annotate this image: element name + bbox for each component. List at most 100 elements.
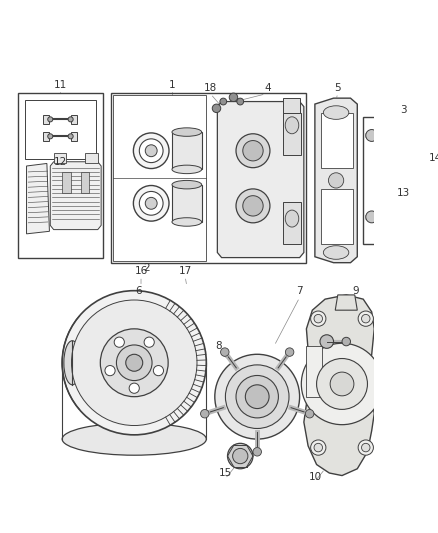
Text: 2: 2 — [144, 263, 150, 273]
Bar — [71, 115, 78, 124]
Ellipse shape — [435, 197, 438, 206]
Polygon shape — [335, 295, 357, 310]
Text: 11: 11 — [54, 79, 67, 90]
Circle shape — [68, 134, 73, 139]
Ellipse shape — [134, 133, 169, 168]
Circle shape — [201, 409, 209, 418]
Ellipse shape — [323, 246, 349, 259]
Circle shape — [237, 98, 244, 105]
Circle shape — [220, 98, 227, 105]
Circle shape — [305, 409, 314, 418]
Polygon shape — [315, 98, 357, 263]
Circle shape — [314, 443, 322, 452]
Ellipse shape — [134, 185, 169, 221]
Circle shape — [342, 337, 350, 346]
Circle shape — [361, 314, 370, 323]
Text: 3: 3 — [400, 105, 406, 115]
Text: 12: 12 — [54, 157, 67, 167]
Ellipse shape — [145, 197, 157, 209]
Bar — [173, 132, 202, 169]
Bar — [307, 346, 321, 397]
Ellipse shape — [435, 147, 438, 155]
Bar — [71, 132, 78, 141]
Ellipse shape — [62, 290, 206, 435]
Ellipse shape — [172, 180, 201, 189]
Ellipse shape — [139, 191, 163, 215]
Bar — [81, 172, 89, 193]
Polygon shape — [217, 102, 304, 257]
Text: 13: 13 — [396, 188, 410, 198]
Polygon shape — [50, 161, 101, 230]
Ellipse shape — [243, 141, 263, 161]
Ellipse shape — [100, 329, 168, 397]
Bar — [43, 132, 49, 141]
Circle shape — [68, 117, 73, 122]
Text: 16: 16 — [134, 266, 148, 276]
Bar — [111, 93, 307, 263]
Ellipse shape — [215, 354, 300, 439]
Text: 14: 14 — [429, 152, 438, 163]
Text: 9: 9 — [352, 286, 359, 296]
Ellipse shape — [285, 117, 299, 134]
Ellipse shape — [226, 365, 289, 429]
Ellipse shape — [145, 145, 157, 157]
Ellipse shape — [366, 211, 378, 223]
Bar — [18, 93, 103, 259]
Ellipse shape — [172, 128, 201, 136]
Text: 8: 8 — [216, 341, 223, 351]
Ellipse shape — [323, 106, 349, 119]
Ellipse shape — [62, 423, 206, 455]
Bar — [283, 201, 301, 244]
Ellipse shape — [139, 139, 163, 163]
Text: 17: 17 — [179, 266, 192, 276]
Ellipse shape — [64, 341, 81, 385]
Circle shape — [153, 366, 163, 376]
Ellipse shape — [227, 443, 253, 469]
Bar — [321, 189, 353, 244]
Ellipse shape — [71, 300, 197, 425]
Circle shape — [413, 211, 424, 223]
Ellipse shape — [117, 345, 152, 381]
Circle shape — [358, 440, 374, 455]
Circle shape — [105, 366, 115, 376]
Bar — [43, 115, 49, 124]
Ellipse shape — [236, 375, 279, 418]
Bar — [113, 95, 206, 261]
Ellipse shape — [366, 130, 378, 141]
Circle shape — [114, 337, 124, 348]
Circle shape — [229, 93, 238, 102]
Circle shape — [48, 134, 53, 139]
Circle shape — [301, 343, 383, 425]
Circle shape — [311, 311, 326, 326]
Bar — [85, 154, 98, 164]
Bar — [54, 154, 67, 164]
Circle shape — [212, 104, 221, 112]
Text: 1: 1 — [169, 79, 176, 90]
Ellipse shape — [233, 448, 248, 464]
Circle shape — [320, 335, 334, 349]
Circle shape — [358, 311, 374, 326]
Text: 6: 6 — [135, 286, 142, 296]
Circle shape — [221, 348, 229, 357]
Circle shape — [361, 443, 370, 452]
Text: 4: 4 — [264, 83, 271, 93]
Bar — [173, 184, 202, 222]
Text: 10: 10 — [308, 472, 321, 482]
Circle shape — [48, 117, 53, 122]
Circle shape — [317, 359, 367, 409]
Circle shape — [144, 337, 154, 348]
Circle shape — [314, 314, 322, 323]
Text: 7: 7 — [296, 286, 303, 296]
Ellipse shape — [245, 385, 269, 409]
Bar — [25, 100, 96, 159]
Circle shape — [311, 440, 326, 455]
Bar — [321, 112, 353, 168]
Text: 15: 15 — [219, 468, 232, 478]
Circle shape — [129, 383, 139, 393]
Ellipse shape — [172, 165, 201, 174]
Polygon shape — [304, 295, 374, 475]
Circle shape — [253, 448, 261, 456]
Bar — [363, 117, 431, 244]
Ellipse shape — [328, 173, 344, 188]
Ellipse shape — [236, 134, 270, 168]
